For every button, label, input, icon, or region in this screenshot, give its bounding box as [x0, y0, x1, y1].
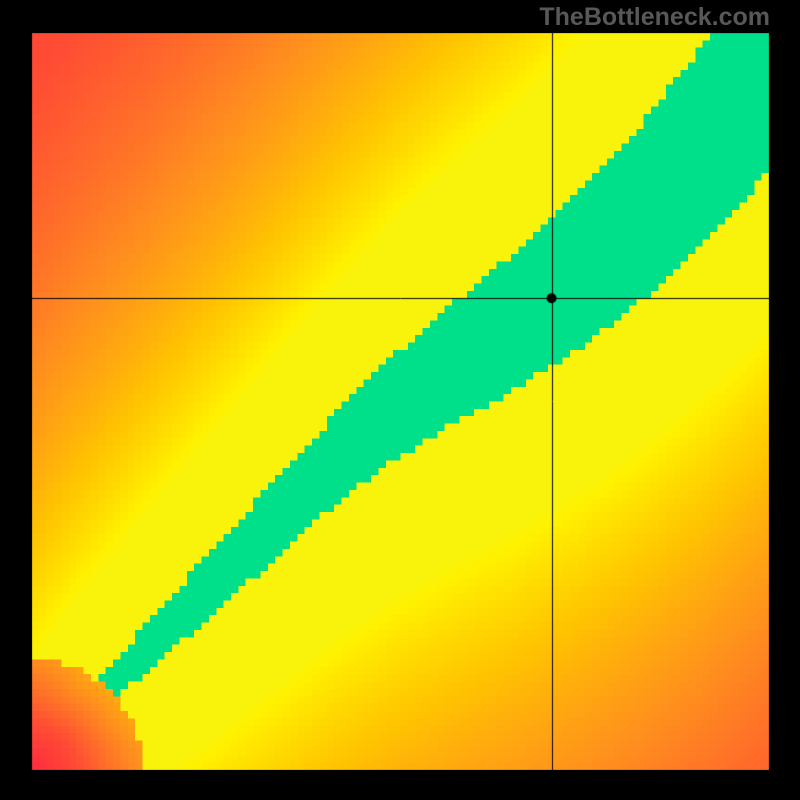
watermark-text: TheBottleneck.com	[539, 3, 770, 32]
crosshair-overlay	[0, 0, 800, 800]
chart-container: TheBottleneck.com	[0, 0, 800, 800]
